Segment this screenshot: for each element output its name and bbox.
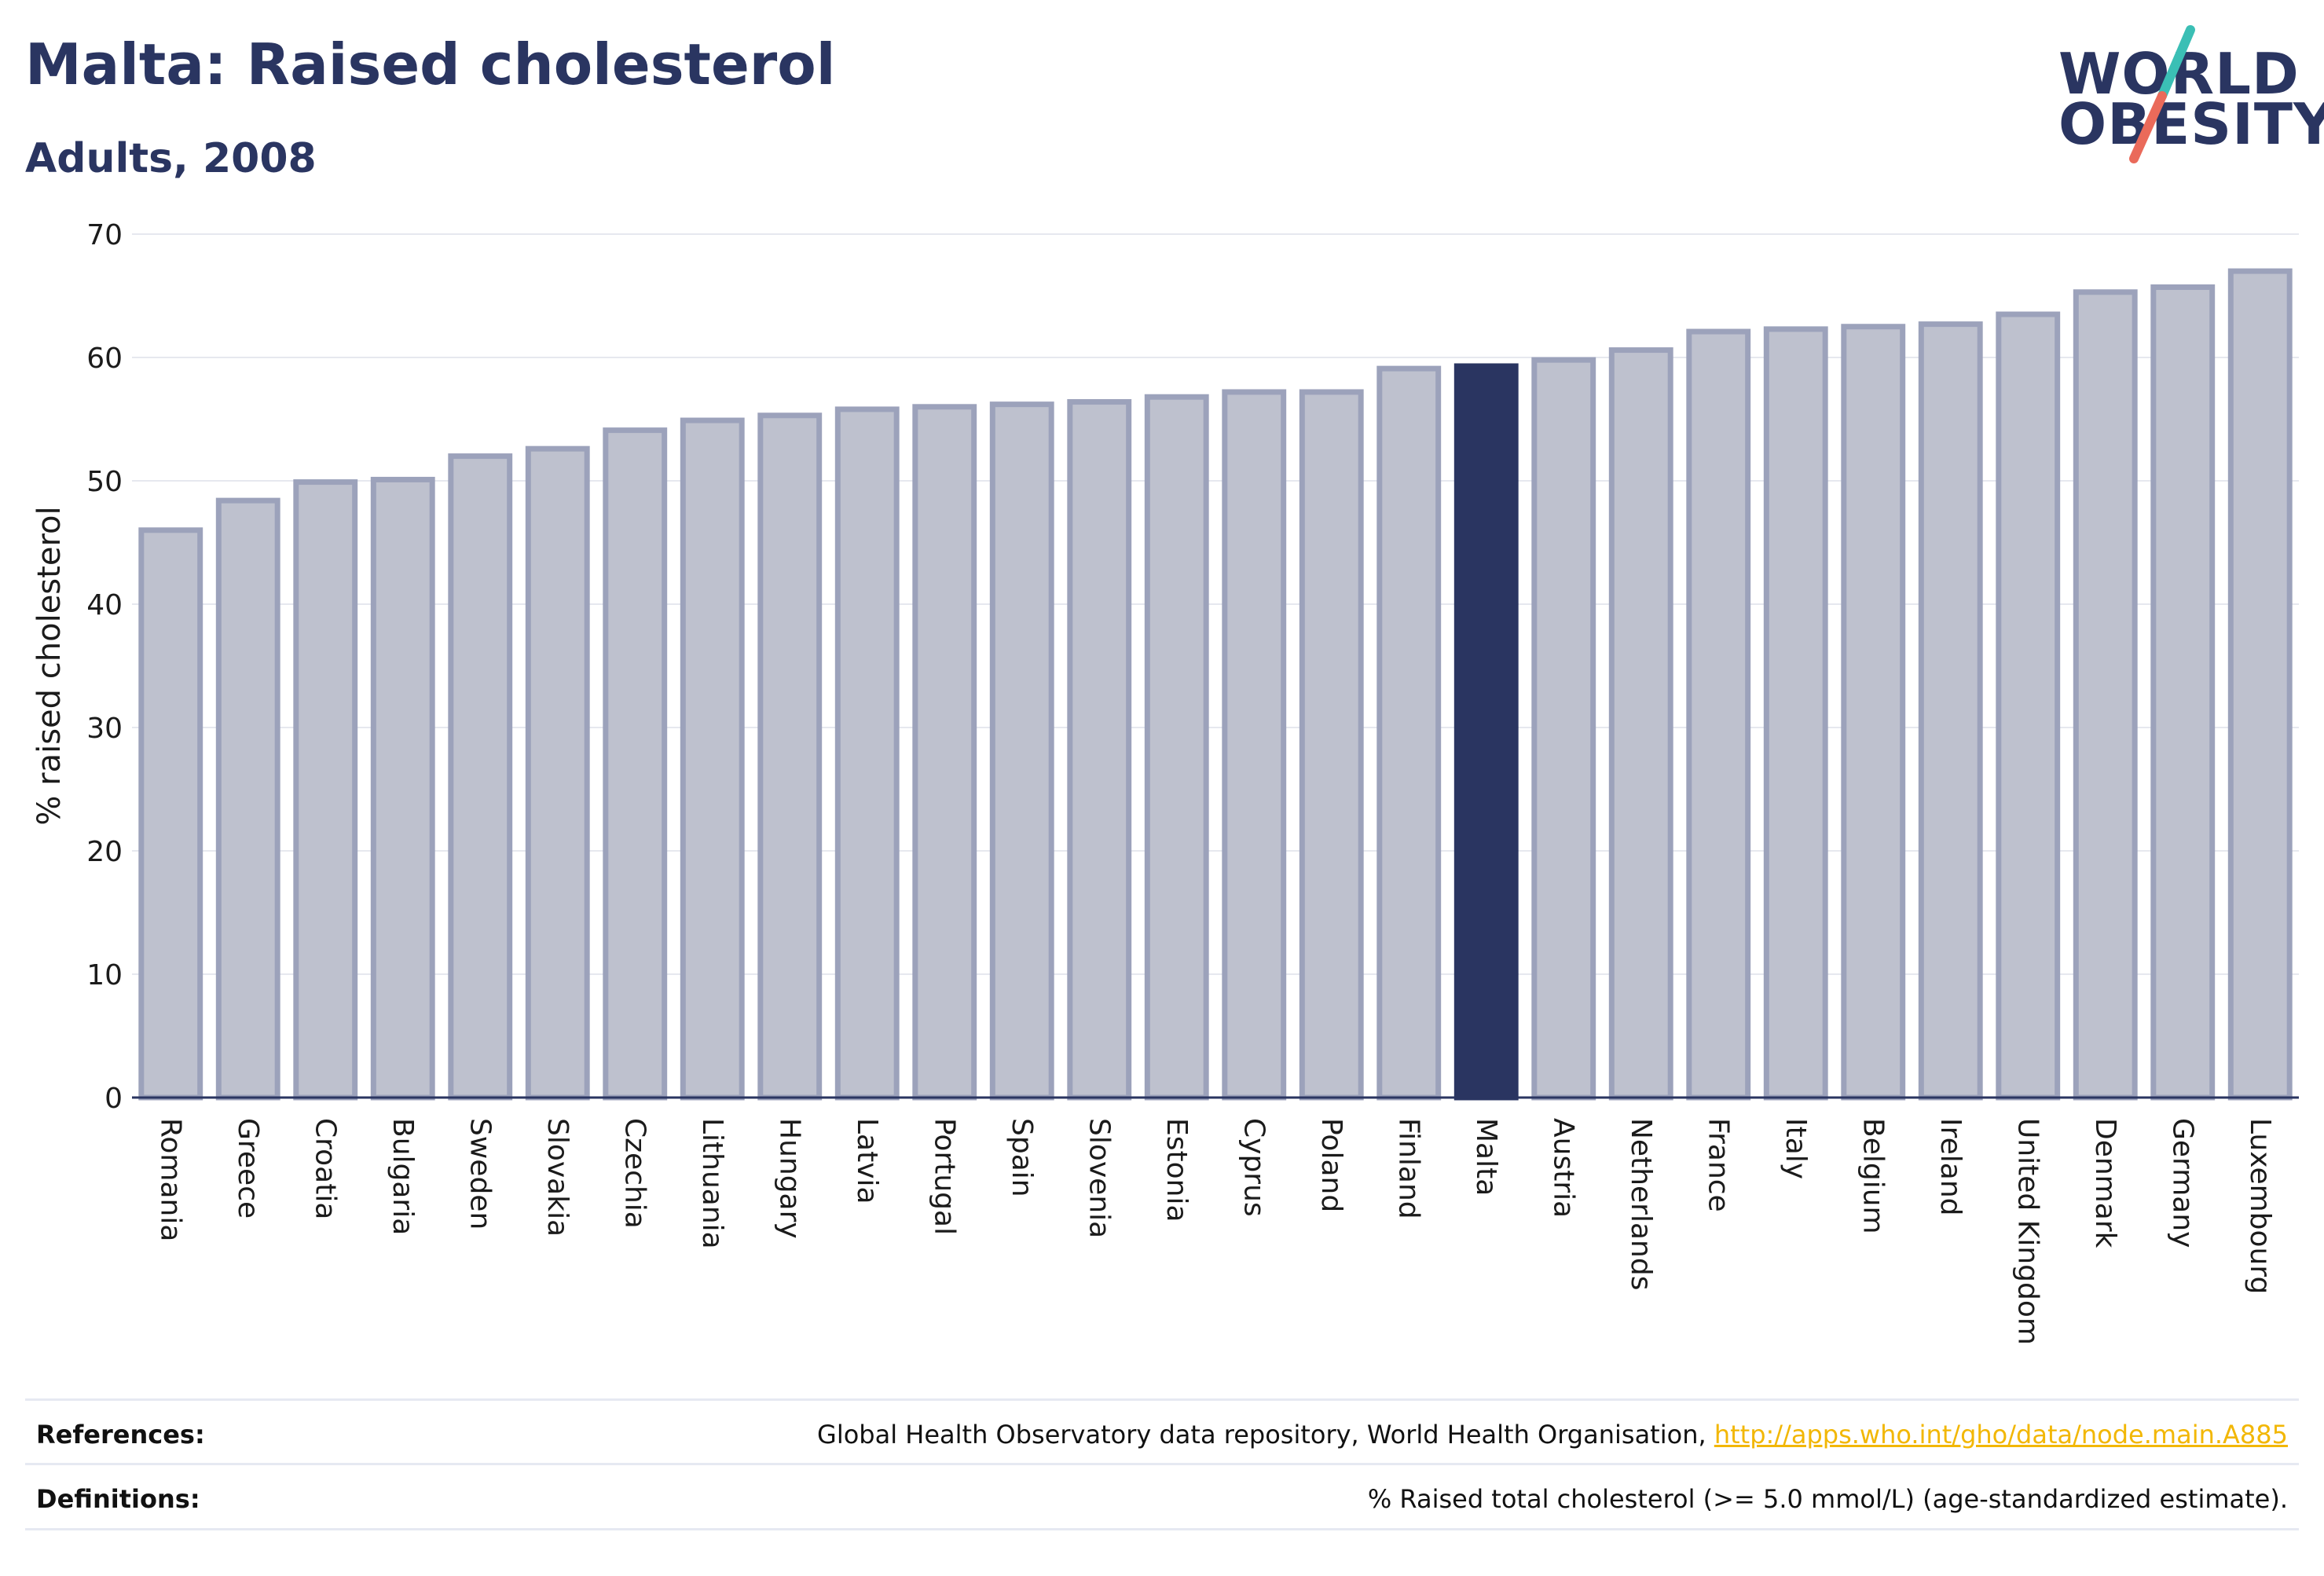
- x-tick-label: Bulgaria: [387, 1118, 419, 1235]
- bar-austria: [1531, 357, 1596, 1101]
- x-tick-label: Hungary: [773, 1118, 805, 1239]
- bar-poland: [1299, 389, 1364, 1101]
- y-tick-label: 50: [86, 466, 123, 498]
- x-tick-label: Italy: [1780, 1118, 1812, 1179]
- x-tick-label: Netherlands: [1625, 1118, 1657, 1290]
- x-tick-label: Slovakia: [541, 1118, 574, 1237]
- bar-hungary: [757, 412, 823, 1101]
- x-tick-label: Portugal: [928, 1118, 960, 1235]
- bar-luxembourg: [2227, 268, 2293, 1101]
- page-title: Malta: Raised cholesterol: [25, 31, 836, 97]
- references-text: Global Health Observatory data repositor…: [817, 1420, 1714, 1450]
- bar-portugal: [912, 404, 977, 1101]
- y-tick-label: 0: [104, 1083, 123, 1115]
- bar-italy: [1763, 326, 1828, 1101]
- bar-denmark: [2073, 289, 2138, 1101]
- bar-malta: [1453, 363, 1519, 1101]
- bar-netherlands: [1608, 347, 1673, 1101]
- bar-ireland: [1918, 321, 1983, 1101]
- x-tick-label: Austria: [1547, 1118, 1579, 1218]
- y-tick-label: 40: [86, 589, 123, 621]
- x-tick-label: Luxembourg: [2244, 1118, 2276, 1294]
- x-tick-label: Ireland: [1934, 1118, 1967, 1216]
- bar-czechia: [603, 427, 668, 1101]
- bar-lithuania: [680, 417, 745, 1101]
- x-tick-label: Belgium: [1857, 1118, 1889, 1234]
- references-row: References: Global Health Observatory da…: [25, 1398, 2299, 1464]
- y-tick-label: 60: [86, 343, 123, 375]
- bar-estonia: [1144, 394, 1209, 1101]
- x-tick-label: Lithuania: [696, 1118, 728, 1249]
- logo-slash-icon: [2129, 25, 2195, 163]
- x-tick-label: Denmark: [2089, 1118, 2121, 1248]
- x-tick-label: Estonia: [1160, 1118, 1193, 1222]
- bar-germany: [2150, 284, 2216, 1101]
- x-tick-label: Sweden: [464, 1118, 496, 1230]
- x-tick-label: France: [1702, 1118, 1734, 1212]
- y-tick-label: 10: [86, 959, 123, 991]
- bar-united-kingdom: [1996, 311, 2061, 1101]
- x-tick-label: Czechia: [618, 1118, 651, 1229]
- bar-belgium: [1841, 324, 1906, 1101]
- y-axis-title: % raised cholesterol: [31, 506, 68, 825]
- x-tick-label: Latvia: [851, 1118, 883, 1204]
- x-tick-label: Poland: [1315, 1118, 1347, 1212]
- bar-spain: [989, 401, 1054, 1101]
- x-tick-label: Cyprus: [1237, 1118, 1270, 1217]
- x-tick-label: United Kingdom: [2011, 1118, 2044, 1345]
- bar-greece: [215, 497, 280, 1101]
- bar-sweden: [448, 453, 513, 1101]
- bar-croatia: [293, 479, 358, 1101]
- page-subtitle: Adults, 2008: [25, 135, 317, 182]
- x-tick-label: Greece: [232, 1118, 264, 1219]
- x-tick-label: Romania: [154, 1118, 186, 1241]
- definitions-row: Definitions: % Raised total cholesterol …: [25, 1463, 2299, 1530]
- bar-cyprus: [1222, 389, 1287, 1101]
- logo-line-2: OBESITY: [2058, 91, 2324, 157]
- bar-finland: [1376, 365, 1442, 1101]
- bar-slovakia: [525, 445, 590, 1101]
- x-tick-label: Malta: [1470, 1118, 1502, 1196]
- bar-france: [1686, 328, 1751, 1101]
- x-tick-label: Croatia: [309, 1118, 341, 1219]
- x-tick-label: Slovenia: [1083, 1118, 1115, 1238]
- x-tick-label: Germany: [2166, 1118, 2198, 1248]
- bar-slovenia: [1067, 399, 1132, 1101]
- bar-romania: [138, 527, 203, 1101]
- definitions-label: Definitions:: [36, 1484, 200, 1514]
- y-tick-label: 70: [86, 219, 123, 251]
- bar-latvia: [834, 406, 900, 1101]
- references-link[interactable]: http://apps.who.int/gho/data/node.main.A…: [1714, 1420, 2288, 1450]
- references-value: Global Health Observatory data repositor…: [817, 1420, 2288, 1450]
- definitions-value: % Raised total cholesterol (>= 5.0 mmol/…: [1367, 1484, 2288, 1514]
- world-obesity-logo: WORLD OBESITY: [2027, 24, 2324, 165]
- bar-bulgaria: [370, 476, 435, 1101]
- bar-chart: 0 10 20 30 40 50 60 70 % raised cholesterol Roman…: [31, 219, 2299, 1345]
- references-label: References:: [36, 1420, 205, 1450]
- x-tick-label: Finland: [1392, 1118, 1424, 1219]
- y-tick-label: 30: [86, 713, 123, 745]
- x-tick-label: Spain: [1006, 1118, 1038, 1197]
- y-tick-label: 20: [86, 836, 123, 868]
